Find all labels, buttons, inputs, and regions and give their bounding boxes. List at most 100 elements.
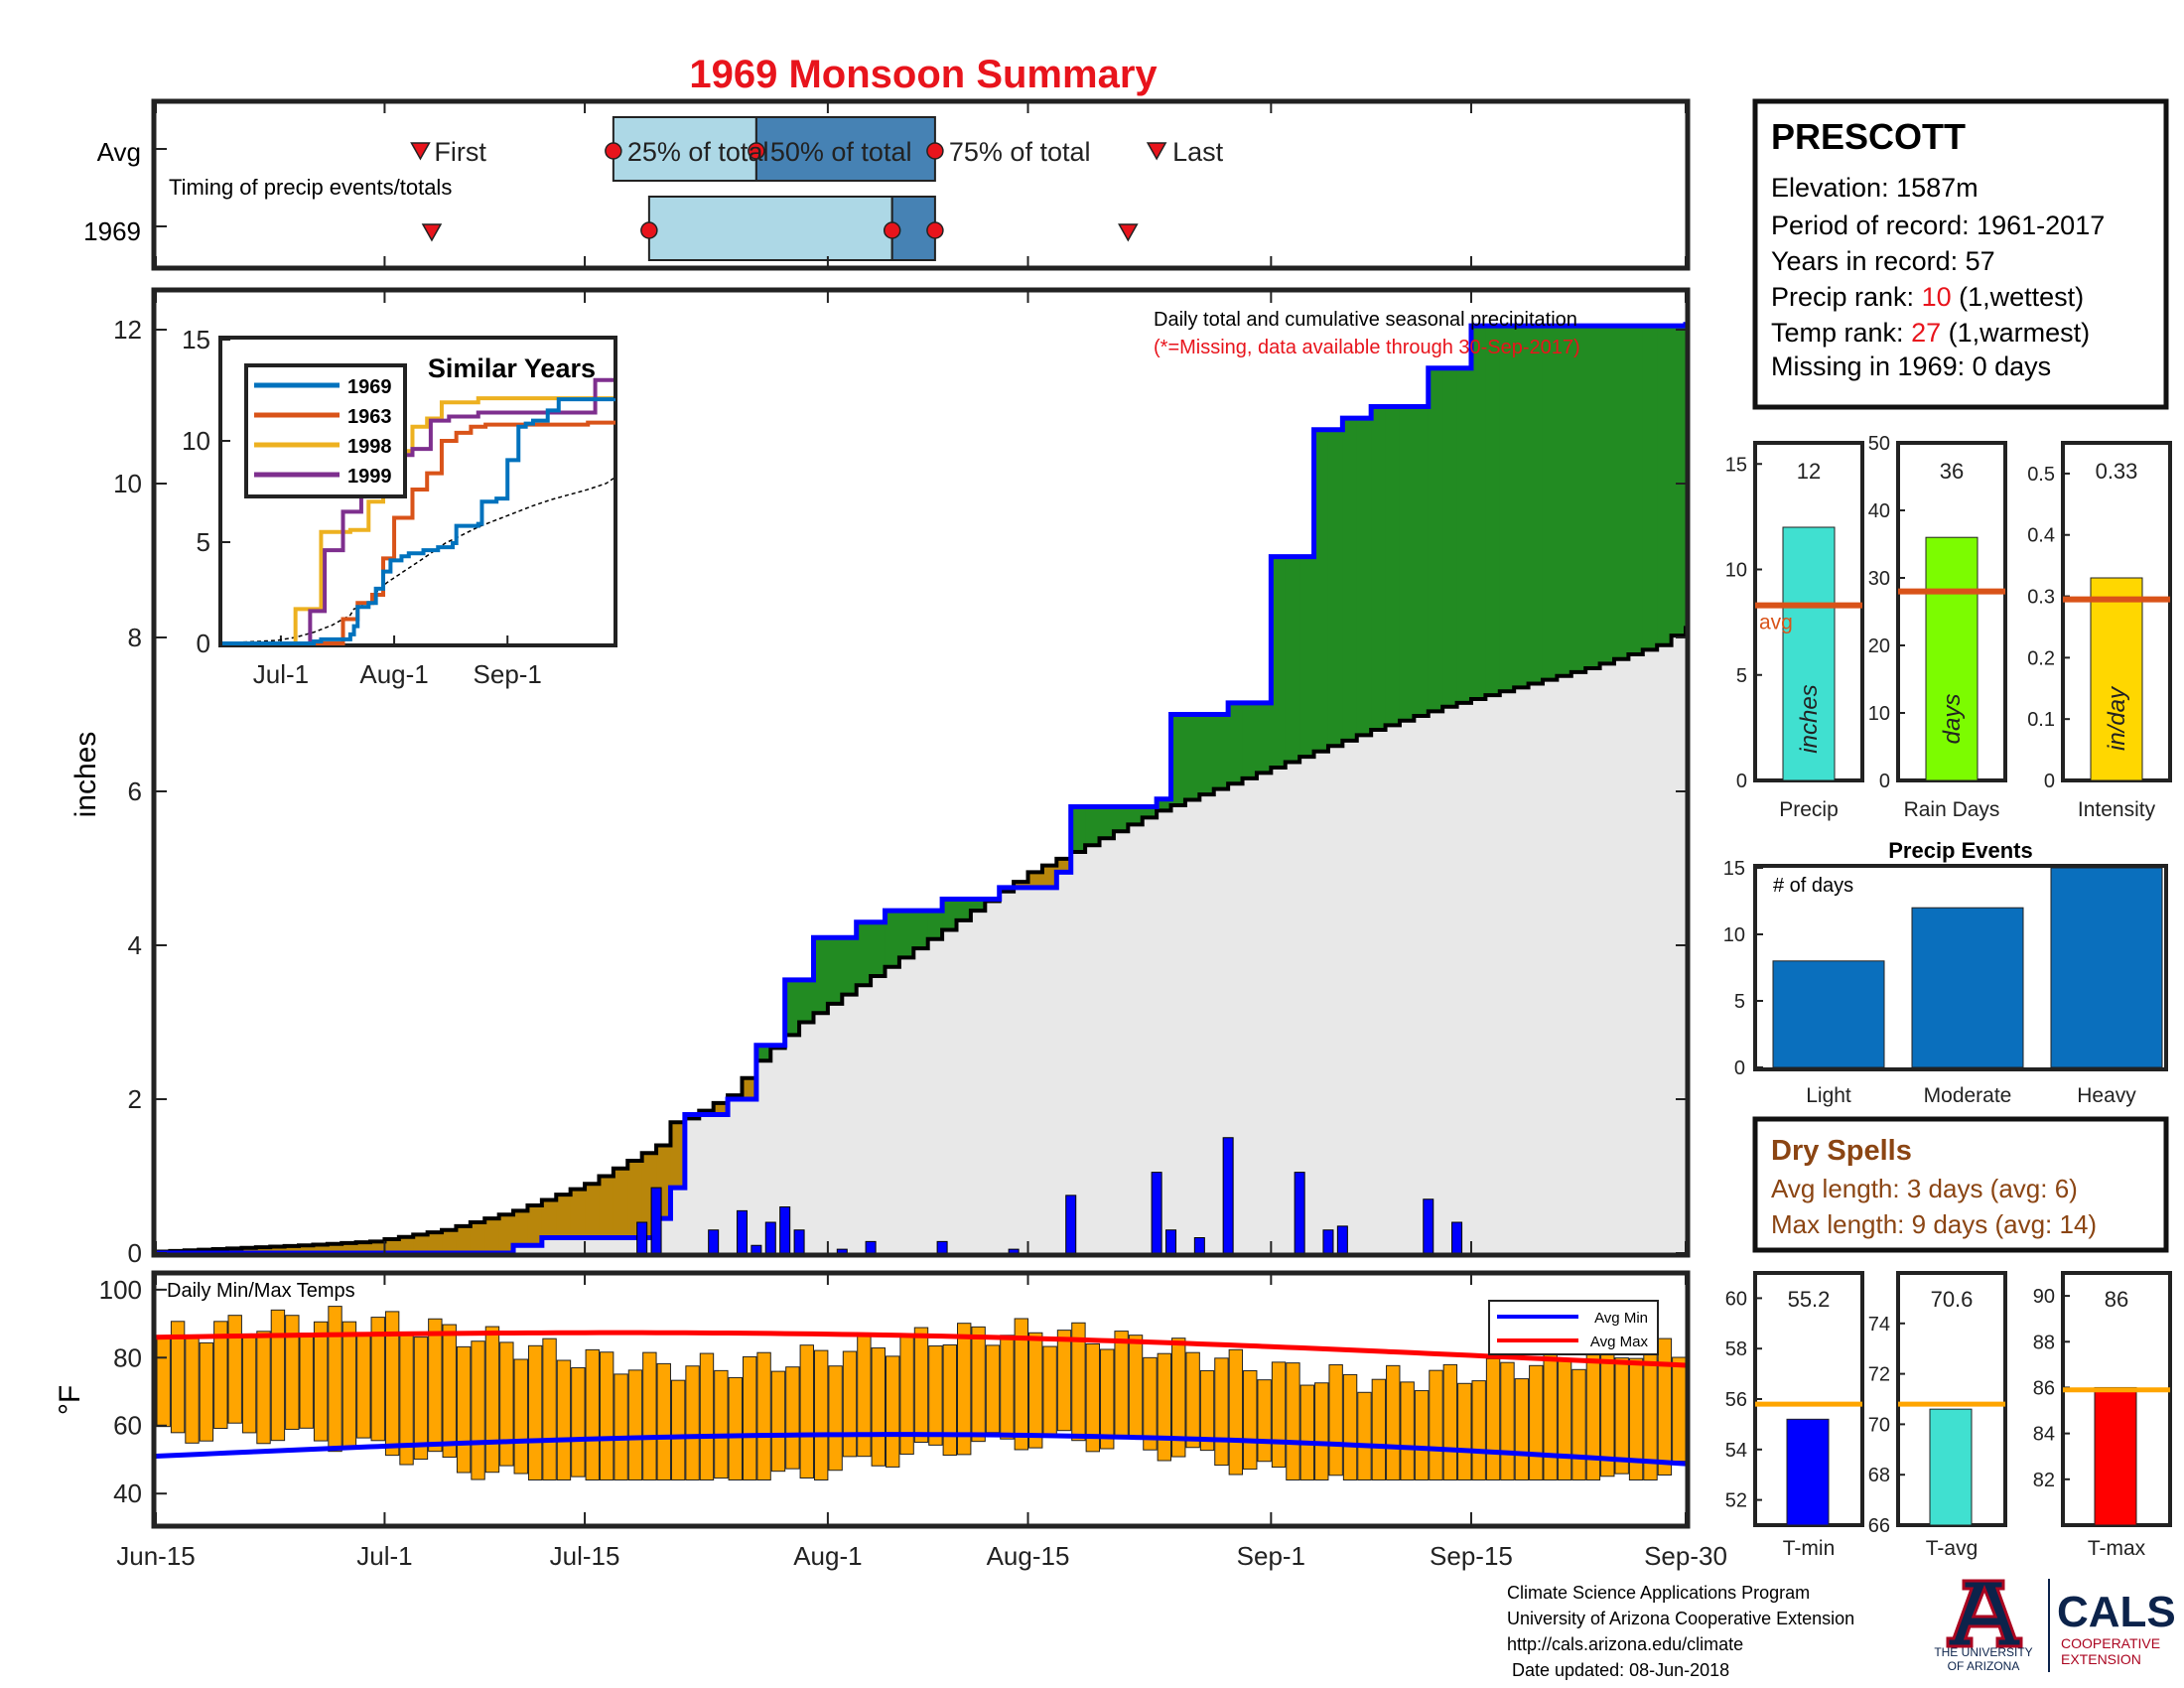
daily-precip-bar	[793, 1229, 805, 1254]
below-average-fill	[341, 1242, 357, 1253]
y-tick-label: 10	[113, 469, 142, 498]
daily-precip-bar	[1165, 1229, 1177, 1254]
year-25-marker	[640, 221, 658, 239]
above-average-fill	[1514, 326, 1530, 688]
above-average-fill	[1414, 406, 1430, 717]
daily-temp-bar	[670, 1379, 686, 1481]
daily-temp-bar	[456, 1345, 472, 1474]
temp-y-tick-label: 100	[99, 1275, 142, 1305]
above-average-fill	[898, 911, 914, 958]
daily-temp-bar	[685, 1365, 700, 1481]
above-average-fill	[842, 937, 858, 995]
avg-last-marker	[1146, 142, 1167, 161]
daily-temp-bar	[1357, 1391, 1372, 1481]
below-average-fill	[613, 1168, 628, 1238]
stat-y-tick-label: 0.5	[2027, 464, 2055, 486]
stat-y-tick-label: 0	[1736, 771, 1747, 792]
daily-temp-bar	[227, 1315, 242, 1424]
page-title: 1969 Monsoon Summary	[689, 53, 1158, 96]
daily-temp-bar	[213, 1321, 228, 1430]
daily-precip-bar	[736, 1209, 748, 1254]
above-average-fill	[1327, 429, 1343, 747]
daily-temp-bar	[799, 1344, 814, 1478]
temp-stat-tick-label: 74	[1868, 1314, 1890, 1336]
avg-50-marker	[748, 142, 765, 160]
above-average-fill	[1070, 806, 1086, 853]
above-average-fill	[1313, 429, 1329, 752]
date-tick-label: Sep-15	[1430, 1541, 1513, 1571]
daily-temp-bar	[1286, 1362, 1300, 1481]
event-category-label: Moderate	[1924, 1084, 2012, 1107]
temp-stat-value: 86	[2105, 1287, 2128, 1312]
temp-panel-tmax: 82 84 86 88 90 86 T-max	[2033, 1271, 2172, 1560]
daily-temp-bar	[1171, 1337, 1186, 1458]
above-average-fill	[927, 911, 943, 939]
stat-y-tick-label: 40	[1868, 500, 1890, 522]
above-average-fill	[1099, 806, 1115, 839]
daily-temp-bar	[1314, 1382, 1329, 1481]
daily-temp-bar	[1371, 1378, 1387, 1481]
main-note-2: (*=Missing, data available through 30-Se…	[1154, 337, 1580, 358]
event-bar-light	[1772, 960, 1885, 1068]
y-tick-label: 6	[128, 776, 142, 806]
daily-temp-bar	[1085, 1342, 1101, 1453]
stat-panel-raindays: 0 10 20 30 40 50 36 Rain Days days	[1868, 433, 2007, 821]
temp-stat-tick-label: 72	[1868, 1364, 1890, 1386]
similar-years-inset: 0 5 10 15 Jul-1 Aug-1 Sep-1 Similar Years 1969…	[182, 325, 617, 689]
daily-temp-bar	[571, 1367, 586, 1477]
daily-temp-bar	[1042, 1345, 1057, 1437]
last-label: Last	[1172, 137, 1224, 167]
date-tick-label: Sep-30	[1644, 1541, 1727, 1571]
station-precip-rank: Precip rank: 10 (1,wettest)	[1771, 282, 2084, 312]
above-average-fill	[1113, 806, 1129, 832]
stat-y-tick-label: 50	[1868, 433, 1890, 455]
temp-stat-tick-label: 88	[2033, 1332, 2055, 1353]
below-average-fill	[442, 1229, 457, 1253]
legend-1969: 1969	[347, 376, 392, 398]
daily-temp-bar	[1614, 1357, 1629, 1475]
daily-temp-bar	[328, 1306, 342, 1453]
temp-stat-tick-label: 52	[1725, 1490, 1747, 1512]
below-average-fill	[1027, 872, 1043, 888]
temp-panel-tmin: 52 54 56 58 60 55.2 T-min	[1725, 1271, 1864, 1560]
above-average-fill	[1570, 326, 1586, 672]
inset-y-tick-label: 10	[182, 426, 210, 456]
above-average-fill	[1671, 326, 1687, 636]
stat-bar-raindays	[1925, 536, 1979, 781]
daily-temp-bar	[957, 1323, 972, 1456]
daily-temp-bar	[1429, 1369, 1443, 1481]
below-average-fill	[1014, 882, 1029, 888]
temp-stat-tick-label: 60	[1725, 1288, 1747, 1310]
temp-stat-label: T-max	[2088, 1537, 2146, 1560]
p50-label: 50% of total	[770, 137, 912, 167]
below-average-fill	[456, 1225, 472, 1253]
above-average-fill	[970, 899, 986, 912]
above-average-fill	[1128, 806, 1144, 825]
daily-temp-bar	[1628, 1357, 1644, 1481]
event-y-tick-label: 5	[1734, 991, 1745, 1013]
event-y-tick-label: 10	[1723, 924, 1745, 946]
daily-temp-bar	[285, 1315, 300, 1430]
daily-temp-bar	[1243, 1370, 1258, 1471]
temp-panel-tavg: 66 68 70 72 74 70.6 T-avg	[1868, 1271, 2007, 1560]
above-average-fill	[1184, 714, 1200, 800]
above-average-fill	[1242, 702, 1258, 778]
temp-stat-tick-label: 70	[1868, 1414, 1890, 1436]
daily-temp-bar	[1000, 1335, 1015, 1440]
daily-temps-chart: 40 60 80 100 Daily Min/Max Temps °F Avg Min…	[54, 1270, 1691, 1529]
daily-temp-bar	[1100, 1348, 1115, 1450]
above-average-fill	[1499, 326, 1515, 692]
date-tick-label: Jul-1	[356, 1541, 412, 1571]
avg-max-line	[155, 1330, 1687, 1368]
below-average-fill	[627, 1161, 643, 1238]
legend-1963: 1963	[347, 406, 392, 428]
daily-precip-bar	[1008, 1248, 1020, 1254]
inset-y-tick-label: 0	[197, 629, 210, 658]
y-tick-label: 2	[128, 1084, 142, 1114]
above-average-fill	[871, 921, 886, 976]
daily-temp-bar	[627, 1369, 643, 1481]
below-average-fill	[284, 1245, 300, 1253]
station-missing: Missing in 1969: 0 days	[1771, 352, 2051, 381]
daily-temp-bar	[1442, 1363, 1458, 1481]
